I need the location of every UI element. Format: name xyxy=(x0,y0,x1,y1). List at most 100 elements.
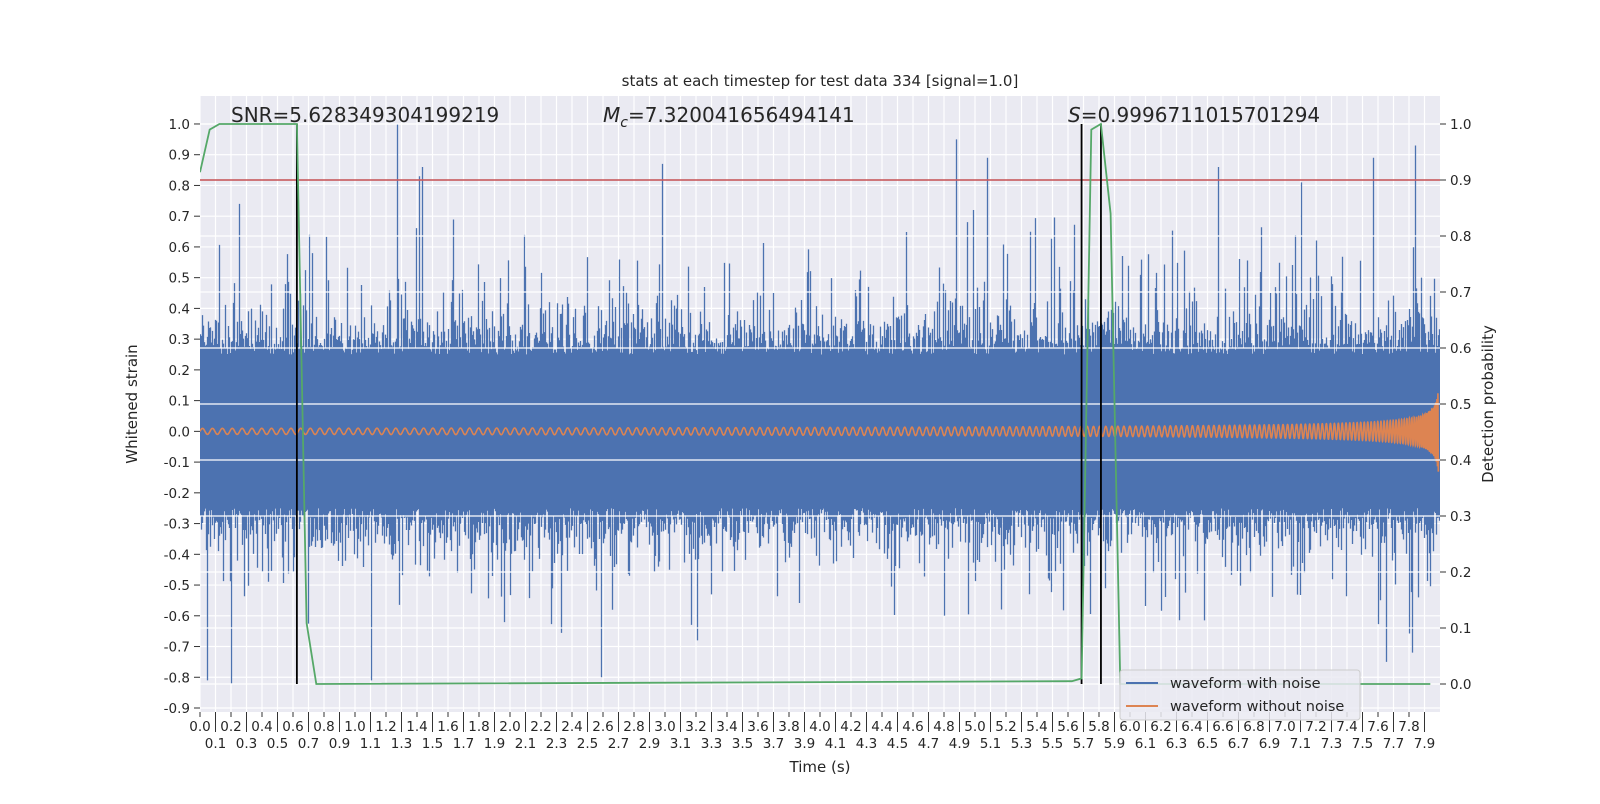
x-tick-label: 3.2 xyxy=(685,719,706,735)
x-tick-label: 5.3 xyxy=(1011,736,1032,752)
x-tick-label: 1.6 xyxy=(437,719,458,735)
x-tick-label: 7.4 xyxy=(1336,719,1357,735)
x-tick-label: 1.0 xyxy=(344,719,365,735)
y-tick-label: 0.1 xyxy=(169,394,190,410)
x-tick-label: 3.5 xyxy=(732,736,753,752)
x-tick-label: 2.9 xyxy=(639,736,660,752)
x-tick-label: 6.3 xyxy=(1166,736,1187,752)
x-tick-label: 4.2 xyxy=(840,719,861,735)
s-value: =0.9996711015701294 xyxy=(1081,103,1320,127)
x-tick-label: 0.1 xyxy=(205,736,226,752)
x-tick-label: 7.2 xyxy=(1305,719,1326,735)
x-tick-label: 2.3 xyxy=(546,736,567,752)
y-tick-label: 0.2 xyxy=(169,363,190,379)
x-tick-label: 7.5 xyxy=(1352,736,1373,752)
x-tick-label: 5.2 xyxy=(995,719,1016,735)
x-tick-label: 1.4 xyxy=(406,719,427,735)
x-tick-label: 3.6 xyxy=(747,719,768,735)
y-tick-label: -0.4 xyxy=(164,547,190,563)
x-tick-label: 0.2 xyxy=(220,719,241,735)
x-tick-label: 2.1 xyxy=(515,736,536,752)
y-tick-label: 0.6 xyxy=(169,240,190,256)
y-tick-label: 0.9 xyxy=(169,148,190,164)
y-tick-label: 0.3 xyxy=(169,332,190,348)
chart-title: stats at each timestep for test data 334… xyxy=(622,72,1019,90)
x-tick-label: 2.0 xyxy=(499,719,520,735)
x-tick-label: 6.1 xyxy=(1135,736,1156,752)
y-tick-label: 0.4 xyxy=(169,301,190,317)
y-tick-label: -0.3 xyxy=(164,517,190,533)
x-tick-label: 3.1 xyxy=(670,736,691,752)
x-tick-label: 5.1 xyxy=(980,736,1001,752)
y-tick-label: -0.6 xyxy=(164,609,190,625)
x-tick-label: 4.0 xyxy=(809,719,830,735)
x-tick-label: 4.7 xyxy=(918,736,939,752)
x-tick-label: 1.2 xyxy=(375,719,396,735)
s-symbol: S xyxy=(1068,103,1081,127)
x-tick-label: 6.2 xyxy=(1150,719,1171,735)
s-annotation: S=0.9996711015701294 xyxy=(1068,103,1320,127)
y-right-tick-label: 0.0 xyxy=(1450,677,1471,693)
y-tick-label: -0.2 xyxy=(164,486,190,502)
x-tick-label: 3.9 xyxy=(794,736,815,752)
y-right-tick-label: 0.1 xyxy=(1450,621,1471,637)
y-right-tick-label: 0.8 xyxy=(1450,229,1471,245)
y-tick-label: -0.1 xyxy=(164,455,190,471)
x-tick-label: 7.8 xyxy=(1398,719,1419,735)
x-tick-label: 7.7 xyxy=(1383,736,1404,752)
x-tick-label: 5.7 xyxy=(1073,736,1094,752)
x-tick-label: 4.3 xyxy=(856,736,877,752)
chirp-mass-annotation: Mc=7.320041656494141 xyxy=(603,103,855,131)
x-tick-label: 6.0 xyxy=(1119,719,1140,735)
x-tick-label: 1.5 xyxy=(422,736,443,752)
y-right-tick-label: 0.5 xyxy=(1450,397,1471,413)
x-tick-label: 0.6 xyxy=(282,719,303,735)
y-right-tick-label: 0.3 xyxy=(1450,509,1471,525)
legend: waveform with noise waveform without noi… xyxy=(1120,670,1360,720)
y-right-tick-label: 1.0 xyxy=(1450,117,1471,133)
x-tick-label: 6.8 xyxy=(1243,719,1264,735)
x-tick-label: 2.6 xyxy=(592,719,613,735)
x-tick-label: 4.8 xyxy=(933,719,954,735)
y-right-tick-label: 0.4 xyxy=(1450,453,1471,469)
y-tick-label: -0.5 xyxy=(164,578,190,594)
y-right-tick-label: 0.6 xyxy=(1450,341,1471,357)
x-tick-label: 7.1 xyxy=(1290,736,1311,752)
x-tick-label: 5.4 xyxy=(1026,719,1047,735)
x-tick-label: 4.5 xyxy=(887,736,908,752)
x-tick-label: 1.8 xyxy=(468,719,489,735)
x-tick-label: 5.9 xyxy=(1104,736,1125,752)
mc-symbol: M xyxy=(603,103,620,127)
x-tick-label: 7.9 xyxy=(1414,736,1435,752)
x-tick-label: 6.4 xyxy=(1181,719,1202,735)
x-tick-label: 5.8 xyxy=(1088,719,1109,735)
y-right-tick-label: 0.9 xyxy=(1450,173,1471,189)
x-tick-label: 3.3 xyxy=(701,736,722,752)
x-tick-label: 7.6 xyxy=(1367,719,1388,735)
x-tick-label: 1.7 xyxy=(453,736,474,752)
y-right-tick-label: 0.2 xyxy=(1450,565,1471,581)
x-tick-label: 7.0 xyxy=(1274,719,1295,735)
y-tick-label: 0.0 xyxy=(169,424,190,440)
x-tick-label: 6.5 xyxy=(1197,736,1218,752)
x-tick-label: 1.9 xyxy=(484,736,505,752)
mc-value: =7.320041656494141 xyxy=(628,103,855,127)
y-tick-label: 0.7 xyxy=(169,209,190,225)
x-tick-label: 0.4 xyxy=(251,719,272,735)
x-tick-label: 5.0 xyxy=(964,719,985,735)
y-tick-label: -0.8 xyxy=(164,670,190,686)
x-tick-label: 4.9 xyxy=(949,736,970,752)
y-tick-label: -0.9 xyxy=(164,701,190,717)
x-tick-label: 0.0 xyxy=(189,719,210,735)
x-tick-label: 3.8 xyxy=(778,719,799,735)
legend-label-noise: waveform with noise xyxy=(1170,676,1321,692)
x-tick-label: 5.5 xyxy=(1042,736,1063,752)
x-axis-label: Time (s) xyxy=(789,758,851,776)
x-tick-label: 2.4 xyxy=(561,719,582,735)
x-tick-label: 2.5 xyxy=(577,736,598,752)
snr-annotation: SNR=5.628349304199219 xyxy=(231,103,499,127)
x-tick-label: 4.6 xyxy=(902,719,923,735)
x-tick-label: 0.7 xyxy=(298,736,319,752)
x-tick-label: 6.9 xyxy=(1259,736,1280,752)
